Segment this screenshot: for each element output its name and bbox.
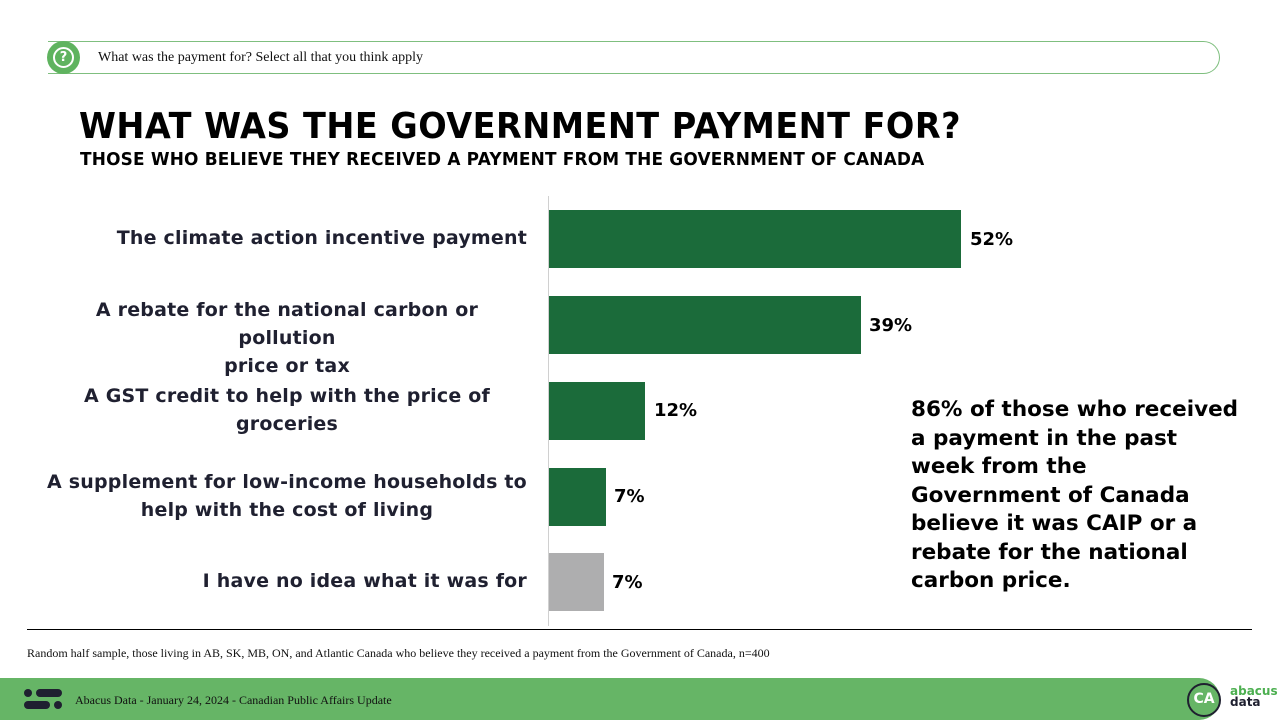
footnote-divider [27, 629, 1252, 630]
bar-gst-credit [549, 382, 645, 440]
footer-bar [0, 678, 1280, 720]
bar-value: 12% [654, 400, 698, 421]
page-title: WHAT WAS THE GOVERNMENT PAYMENT FOR? [79, 106, 961, 147]
category-label: A rebate for the national carbon or poll… [95, 299, 479, 377]
category-label: The climate action incentive payment [116, 227, 527, 249]
category-label: I have no idea what it was for [202, 570, 527, 592]
bar-carbon-rebate [549, 296, 861, 354]
question-text: What was the payment for? Select all tha… [98, 50, 424, 65]
category-label: A supplement for low-income households t… [47, 471, 527, 521]
abacus-logo-icon [24, 689, 64, 711]
footer-text: Abacus Data - January 24, 2024 - Canadia… [75, 693, 392, 707]
abacus-data-logo: abacus data [1230, 684, 1278, 709]
sample-footnote: Random half sample, those living in AB, … [27, 646, 770, 660]
question-bar [48, 41, 1220, 74]
bar-value: 7% [612, 572, 643, 593]
bar-value: 7% [614, 486, 645, 507]
bar-climate-action-incentive [549, 210, 961, 268]
key-finding-callout: 86% of those who received a payment in t… [911, 397, 1239, 593]
category-axis-line [548, 196, 549, 626]
page-subtitle: THOSE WHO BELIEVE THEY RECEIVED A PAYMEN… [80, 149, 925, 170]
bar-value: 52% [970, 229, 1014, 250]
ca-badge-icon: CA [1187, 683, 1221, 717]
bar-no-idea [549, 553, 604, 611]
bar-value: 39% [869, 315, 913, 336]
category-label: A GST credit to help with the price of g… [84, 385, 490, 435]
question-bubble-icon: ? [47, 41, 80, 74]
bar-low-income-supplement [549, 468, 606, 526]
